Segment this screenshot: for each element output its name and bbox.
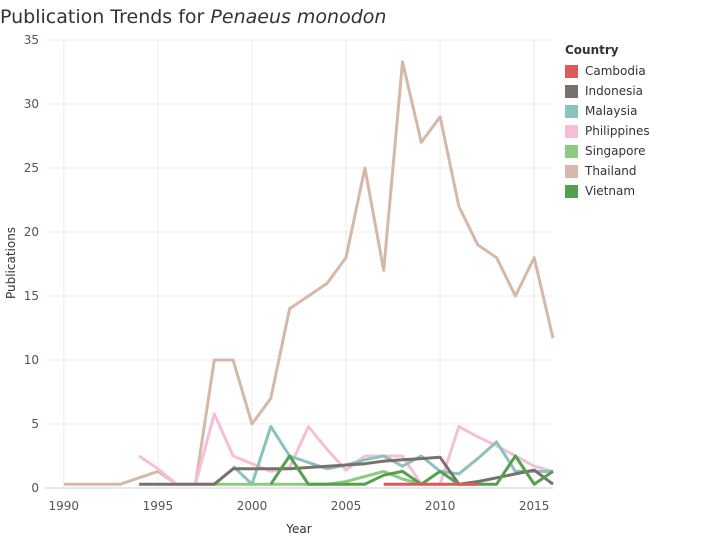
series-line-thailand <box>63 60 555 486</box>
legend-items: Cambodia Indonesia Malaysia Philippines Sing… <box>565 61 650 201</box>
legend-swatch <box>565 84 578 98</box>
x-tick-label: 2000 <box>237 499 268 513</box>
chart-title-prefix: Publication Trends for <box>0 6 211 28</box>
y-tick-label: 35 <box>24 33 39 47</box>
legend-swatch <box>565 164 578 178</box>
legend-item-philippines: Philippines <box>565 121 650 141</box>
y-axis-label: Publications <box>4 227 18 299</box>
legend-item-vietnam: Vietnam <box>565 181 650 201</box>
legend-label: Cambodia <box>585 64 646 78</box>
legend-label: Indonesia <box>585 84 644 98</box>
legend-item-indonesia: Indonesia <box>565 81 650 101</box>
y-tick-label: 20 <box>24 225 39 239</box>
y-tick-label: 15 <box>24 289 39 303</box>
series-lines <box>63 60 555 486</box>
series-line-vietnam <box>269 454 554 486</box>
legend-swatch <box>565 124 578 138</box>
legend-label: Vietnam <box>585 184 636 198</box>
x-tick-label: 2005 <box>331 499 362 513</box>
x-tick-label: 1995 <box>143 499 174 513</box>
legend-swatch <box>565 184 578 198</box>
y-tick-label: 25 <box>24 161 39 175</box>
legend: Country Cambodia Indonesia Malaysia Philipp… <box>565 43 650 201</box>
x-tick-label: 1990 <box>49 499 80 513</box>
legend-swatch <box>565 104 578 118</box>
series-line-indonesia <box>139 455 554 486</box>
x-axis-ticks: 1990 1995 2000 2005 2010 2015 <box>49 499 550 513</box>
series-line-philippines <box>138 412 554 486</box>
legend-label: Singapore <box>585 144 646 158</box>
legend-label: Malaysia <box>585 104 638 118</box>
y-tick-label: 10 <box>24 353 39 367</box>
x-axis-label: Year <box>285 522 311 536</box>
grid <box>45 39 553 489</box>
legend-title: Country <box>565 43 619 57</box>
legend-swatch <box>565 144 578 158</box>
y-tick-label: 0 <box>31 481 39 495</box>
y-tick-label: 5 <box>31 417 39 431</box>
legend-item-singapore: Singapore <box>565 141 650 161</box>
legend-item-thailand: Thailand <box>565 161 650 181</box>
x-tick-label: 2010 <box>425 499 456 513</box>
y-axis-ticks: 0 5 10 15 20 25 30 35 <box>24 33 39 495</box>
y-tick-label: 30 <box>24 97 39 111</box>
chart-title: Publication Trends for Penaeus monodon <box>0 6 386 28</box>
legend-item-malaysia: Malaysia <box>565 101 650 121</box>
legend-label: Philippines <box>585 124 650 138</box>
legend-label: Thailand <box>585 164 637 178</box>
legend-item-cambodia: Cambodia <box>565 61 650 81</box>
legend-swatch <box>565 64 578 78</box>
x-tick-label: 2015 <box>519 499 550 513</box>
chart-title-species: Penaeus monodon <box>210 6 387 28</box>
